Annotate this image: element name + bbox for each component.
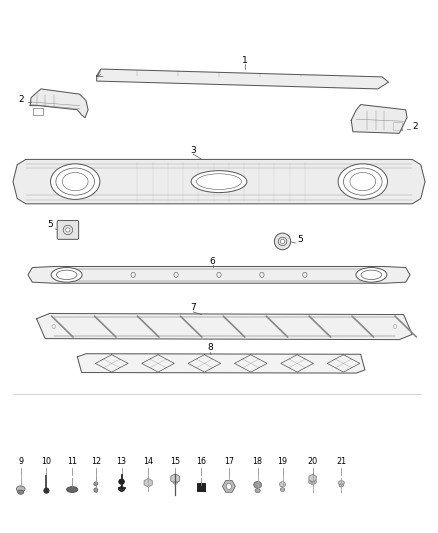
- Ellipse shape: [254, 481, 261, 488]
- Ellipse shape: [280, 239, 285, 244]
- Text: 13: 13: [117, 457, 127, 466]
- Text: 8: 8: [208, 343, 213, 352]
- Text: 3: 3: [191, 146, 196, 155]
- Ellipse shape: [356, 268, 387, 282]
- Polygon shape: [36, 313, 412, 340]
- Ellipse shape: [279, 482, 286, 487]
- Ellipse shape: [66, 228, 70, 232]
- Polygon shape: [13, 159, 425, 204]
- FancyBboxPatch shape: [57, 221, 79, 239]
- Ellipse shape: [94, 482, 98, 486]
- Ellipse shape: [18, 490, 24, 494]
- Polygon shape: [223, 481, 235, 492]
- Text: 11: 11: [67, 457, 77, 466]
- Text: 5: 5: [47, 220, 53, 229]
- Ellipse shape: [50, 164, 100, 199]
- Polygon shape: [351, 104, 407, 133]
- Polygon shape: [144, 479, 152, 487]
- Text: 5: 5: [297, 235, 303, 244]
- Text: 21: 21: [336, 457, 346, 466]
- Bar: [197, 483, 205, 491]
- Ellipse shape: [339, 484, 343, 487]
- Polygon shape: [28, 266, 410, 283]
- Ellipse shape: [311, 480, 314, 483]
- Ellipse shape: [94, 488, 98, 492]
- Ellipse shape: [280, 488, 285, 491]
- Text: 12: 12: [91, 457, 101, 466]
- Ellipse shape: [274, 233, 291, 250]
- Circle shape: [226, 483, 231, 489]
- Text: 17: 17: [224, 457, 234, 466]
- Ellipse shape: [119, 479, 124, 484]
- Text: 14: 14: [143, 457, 153, 466]
- Text: 16: 16: [196, 457, 206, 466]
- Ellipse shape: [309, 479, 316, 484]
- Text: 7: 7: [191, 303, 196, 312]
- Text: 2: 2: [19, 95, 25, 104]
- Ellipse shape: [119, 487, 124, 491]
- Polygon shape: [97, 69, 389, 89]
- Text: 19: 19: [277, 457, 288, 466]
- Polygon shape: [309, 474, 316, 482]
- Ellipse shape: [44, 488, 49, 493]
- Text: 1: 1: [242, 56, 247, 65]
- Text: 10: 10: [42, 457, 51, 466]
- Ellipse shape: [255, 488, 260, 492]
- Polygon shape: [171, 474, 180, 483]
- Text: 6: 6: [210, 257, 215, 266]
- Text: 2: 2: [413, 122, 418, 131]
- Ellipse shape: [338, 164, 388, 199]
- Ellipse shape: [338, 481, 344, 485]
- Text: 9: 9: [18, 457, 23, 466]
- Text: 20: 20: [307, 457, 318, 466]
- Ellipse shape: [191, 171, 247, 192]
- Polygon shape: [78, 354, 365, 373]
- Ellipse shape: [67, 487, 78, 492]
- Ellipse shape: [51, 268, 82, 282]
- Text: 18: 18: [253, 457, 263, 466]
- Ellipse shape: [16, 486, 25, 492]
- Text: 15: 15: [170, 457, 180, 466]
- Polygon shape: [30, 89, 88, 118]
